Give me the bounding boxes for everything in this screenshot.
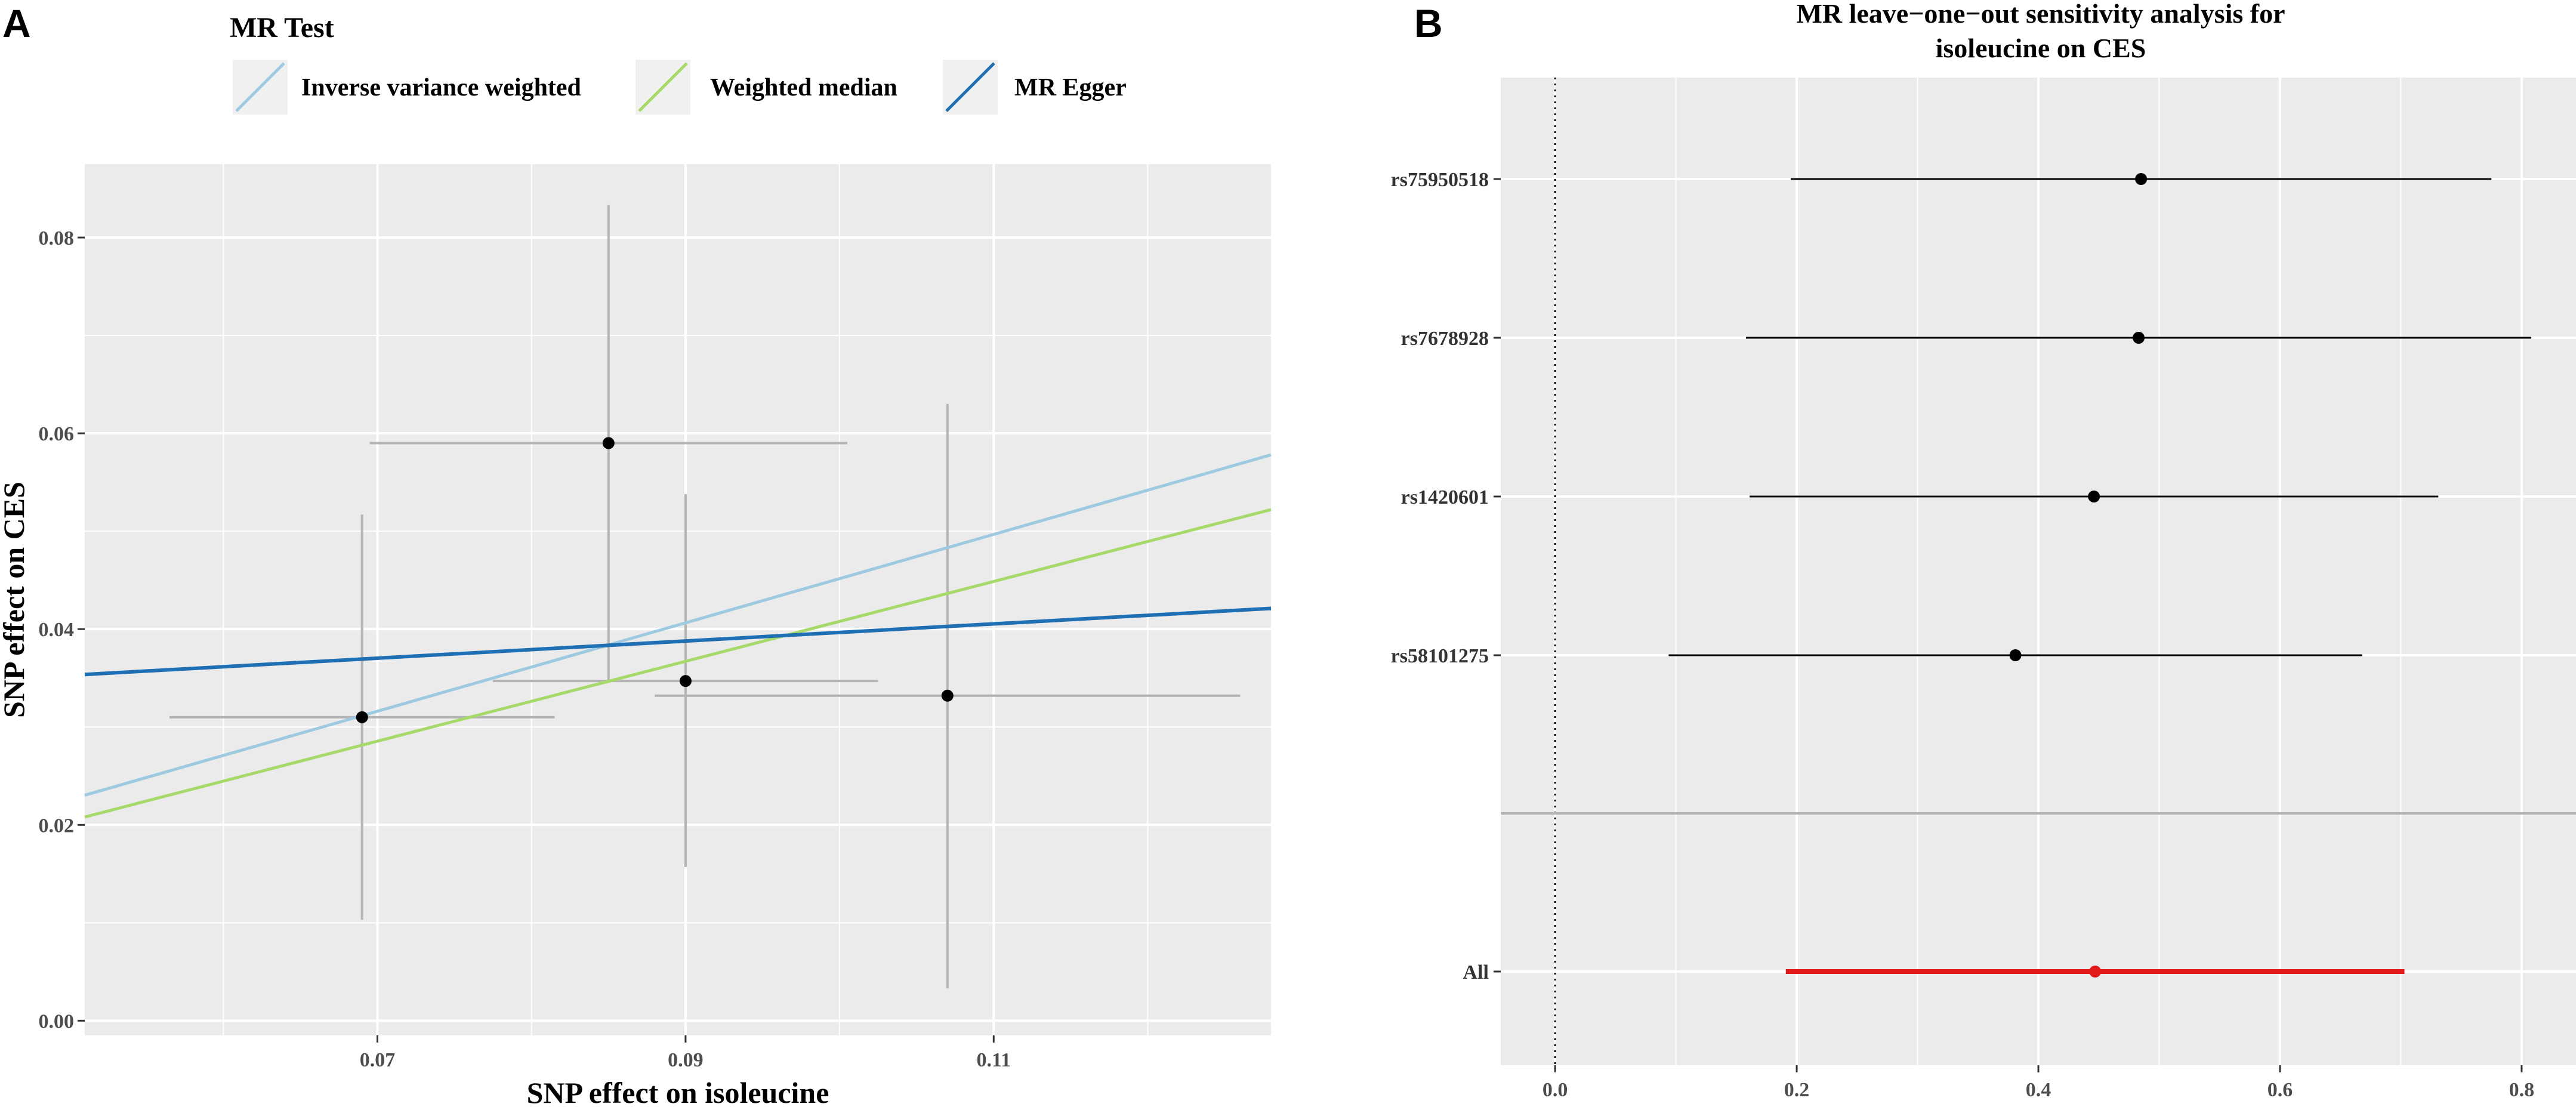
- regression-line-ivw: [84, 453, 1272, 797]
- scatter-y-axis-title: SNP effect on CES: [0, 482, 30, 718]
- forest-x-tick-label: 0.6: [2268, 1079, 2293, 1101]
- forest-rows: rs75950518 rs7678928 rs1420601 rs58101275 Al…: [1391, 169, 2532, 983]
- legend-entry-ivw: Inverse variance weighted: [233, 60, 581, 115]
- forest-row: rs7678928: [1401, 328, 2532, 350]
- forest-row: rs1420601: [1401, 486, 2439, 508]
- y-tick-label: 0.00: [39, 1010, 75, 1032]
- estimate-point: [2088, 491, 2100, 502]
- legend-key-egger-line: [945, 62, 995, 112]
- y-tick-label: 0.08: [39, 227, 75, 249]
- legend-entry-wm: Weighted median: [635, 60, 897, 115]
- forest-row-label: rs1420601: [1401, 486, 1489, 508]
- forest-title-line1: MR leave−one−out sensitivity analysis fo…: [1796, 0, 2285, 29]
- scatter-panel: MR Test Inverse variance weighted Weight…: [0, 12, 1272, 1107]
- scatter-point: [941, 689, 954, 702]
- forest-axis-ticks: 0.0 0.2 0.4 0.6 0.8: [1542, 1065, 2534, 1101]
- scatter-point: [356, 711, 368, 723]
- y-tick-label: 0.04: [39, 619, 75, 641]
- forest-row-label: rs58101275: [1391, 645, 1489, 667]
- y-tick-label: 0.06: [39, 423, 75, 445]
- y-tick-label: 0.02: [39, 815, 75, 837]
- legend-label-egger: MR Egger: [1014, 74, 1127, 101]
- legend-label-ivw: Inverse variance weighted: [301, 74, 581, 101]
- scatter-regression-lines: [84, 453, 1272, 819]
- regression-line-weighted-median: [84, 508, 1272, 819]
- panel-letter-a: A: [2, 1, 31, 45]
- forest-panel: MR leave−one−out sensitivity analysis fo…: [1391, 0, 2576, 1101]
- legend-entry-egger: MR Egger: [943, 60, 1127, 115]
- x-tick-label: 0.11: [976, 1049, 1011, 1071]
- scatter-plot-area: [85, 164, 1271, 1035]
- estimate-point: [2009, 649, 2022, 661]
- legend: MR Test Inverse variance weighted Weight…: [230, 12, 1127, 115]
- legend-key-ivw-line: [235, 62, 285, 112]
- regression-line-mr-egger: [84, 606, 1272, 677]
- estimate-point: [2135, 173, 2148, 185]
- forest-x-tick-label: 0.8: [2509, 1079, 2535, 1101]
- x-tick-label: 0.09: [668, 1049, 704, 1071]
- forest-row-label: All: [1463, 961, 1489, 983]
- estimate-point: [2089, 966, 2102, 978]
- scatter-point: [602, 437, 615, 449]
- panel-letter-b: B: [1414, 1, 1443, 45]
- forest-row: rs58101275: [1391, 645, 2362, 667]
- estimate-point: [2133, 332, 2145, 344]
- scatter-points: [356, 437, 954, 723]
- scatter-axis-ticks: 0.07 0.09 0.11 0.00 0.02 0.04 0.06 0.08: [39, 227, 1011, 1071]
- forest-row-all: All: [1463, 961, 2405, 983]
- forest-x-tick-label: 0.2: [1784, 1079, 1810, 1101]
- forest-x-tick-label: 0.4: [2026, 1079, 2051, 1101]
- legend-key-wm-line: [638, 62, 688, 112]
- forest-title-line2: isoleucine on CES: [1936, 33, 2146, 63]
- forest-x-tick-label: 0.0: [1542, 1079, 1568, 1101]
- scatter-x-axis-title: SNP effect on isoleucine: [527, 1076, 829, 1107]
- scatter-point: [679, 675, 692, 687]
- forest-row-label: rs7678928: [1401, 328, 1489, 350]
- forest-row: rs75950518: [1391, 169, 2492, 191]
- scatter-gridlines: [85, 164, 1271, 1035]
- legend-label-wm: Weighted median: [710, 74, 897, 101]
- forest-row-label: rs75950518: [1391, 169, 1489, 191]
- legend-title: MR Test: [230, 12, 334, 44]
- x-tick-label: 0.07: [360, 1049, 396, 1071]
